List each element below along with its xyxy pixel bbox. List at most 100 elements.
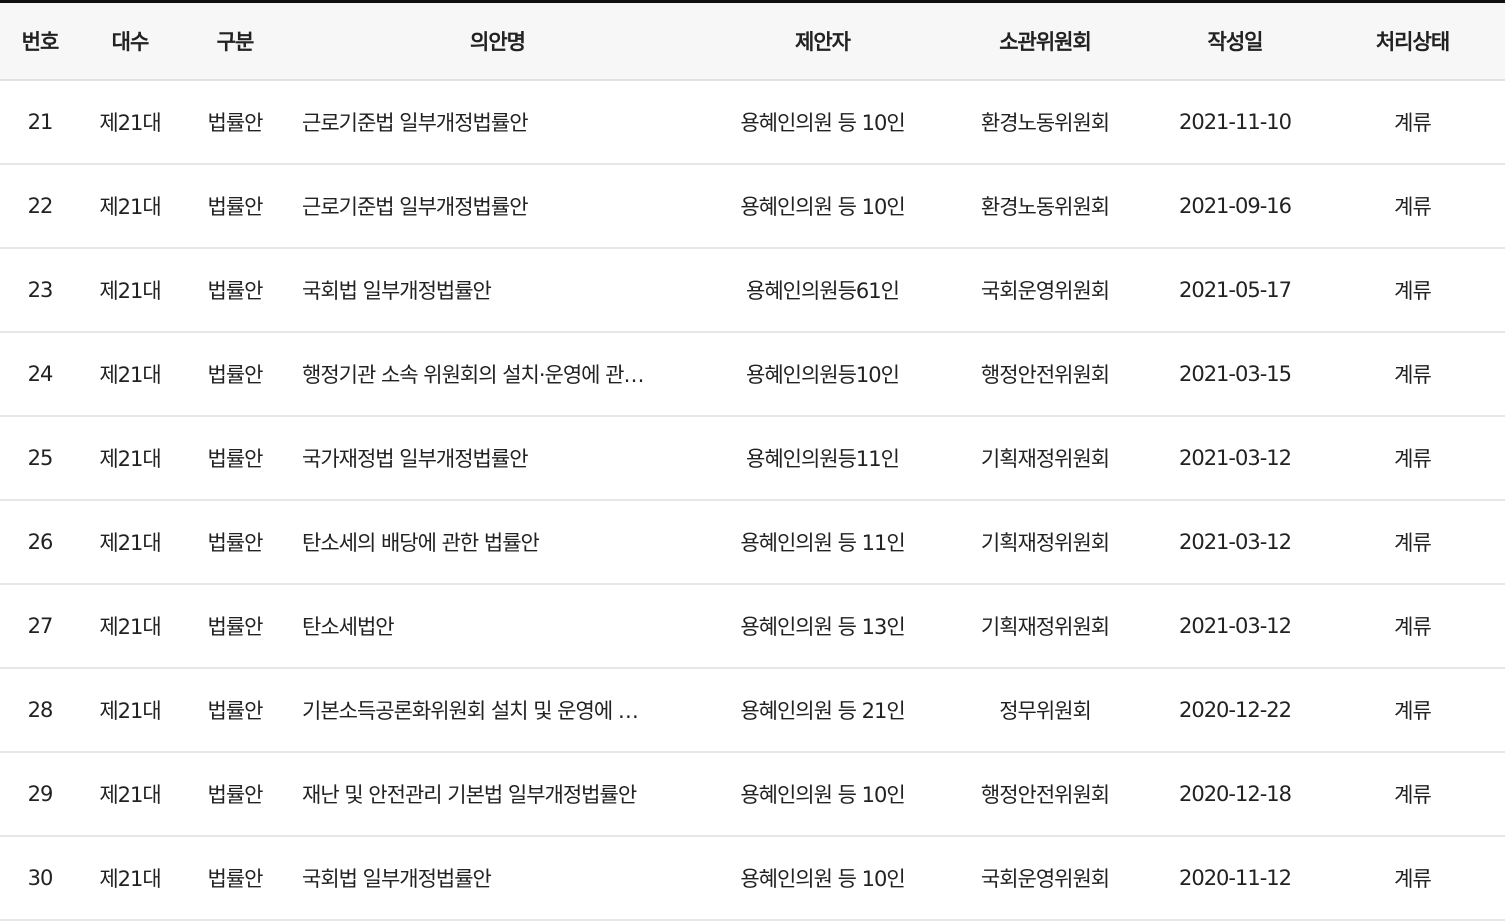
cell-number: 24 (0, 332, 80, 417)
cell-proposer: 용혜인의원등10인 (705, 332, 940, 417)
table-row[interactable]: 28 제21대 법률안 기본소득공론화위원회 설치 및 운영에 … 용혜인의원 등 21… (0, 668, 1505, 753)
cell-title[interactable]: 국회법 일부개정법률안 (290, 248, 705, 333)
cell-proposer: 용혜인의원 등 10인 (705, 164, 940, 249)
cell-status: 계류 (1320, 836, 1505, 921)
table-row[interactable]: 22 제21대 법률안 근로기준법 일부개정법률안 용혜인의원 등 10인 환경노동위원회… (0, 164, 1505, 249)
cell-status: 계류 (1320, 248, 1505, 333)
cell-date: 2020-12-18 (1150, 752, 1320, 837)
cell-proposer: 용혜인의원 등 10인 (705, 752, 940, 837)
header-col-type: 구분 (180, 1, 290, 81)
cell-title[interactable]: 국가재정법 일부개정법률안 (290, 416, 705, 501)
cell-status: 계류 (1320, 332, 1505, 417)
cell-status: 계류 (1320, 80, 1505, 165)
cell-title[interactable]: 기본소득공론화위원회 설치 및 운영에 … (290, 668, 705, 753)
cell-committee: 환경노동위원회 (940, 80, 1150, 165)
cell-committee: 기획재정위원회 (940, 416, 1150, 501)
cell-committee: 환경노동위원회 (940, 164, 1150, 249)
cell-title[interactable]: 근로기준법 일부개정법률안 (290, 80, 705, 165)
cell-committee: 행정안전위원회 (940, 332, 1150, 417)
header-col-session: 대수 (80, 1, 180, 81)
cell-date: 2021-03-12 (1150, 416, 1320, 501)
table-row[interactable]: 26 제21대 법률안 탄소세의 배당에 관한 법률안 용혜인의원 등 11인 기획재정위… (0, 500, 1505, 585)
header-col-committee: 소관위원회 (940, 1, 1150, 81)
cell-date: 2020-12-22 (1150, 668, 1320, 753)
cell-committee: 기획재정위원회 (940, 584, 1150, 669)
cell-date: 2021-09-16 (1150, 164, 1320, 249)
table-row[interactable]: 23 제21대 법률안 국회법 일부개정법률안 용혜인의원등61인 국회운영위원회 2021… (0, 248, 1505, 333)
cell-type: 법률안 (180, 248, 290, 333)
cell-proposer: 용혜인의원 등 10인 (705, 836, 940, 921)
cell-status: 계류 (1320, 164, 1505, 249)
cell-number: 29 (0, 752, 80, 837)
cell-title[interactable]: 행정기관 소속 위원회의 설치·운영에 관… (290, 332, 705, 417)
cell-number: 30 (0, 836, 80, 921)
cell-session: 제21대 (80, 248, 180, 333)
cell-number: 25 (0, 416, 80, 501)
cell-date: 2021-03-12 (1150, 500, 1320, 585)
cell-status: 계류 (1320, 416, 1505, 501)
cell-committee: 정무위원회 (940, 668, 1150, 753)
cell-proposer: 용혜인의원 등 13인 (705, 584, 940, 669)
cell-number: 27 (0, 584, 80, 669)
cell-status: 계류 (1320, 668, 1505, 753)
cell-number: 26 (0, 500, 80, 585)
cell-title[interactable]: 탄소세법안 (290, 584, 705, 669)
cell-proposer: 용혜인의원 등 21인 (705, 668, 940, 753)
cell-proposer: 용혜인의원등61인 (705, 248, 940, 333)
table-row[interactable]: 21 제21대 법률안 근로기준법 일부개정법률안 용혜인의원 등 10인 환경노동위원회… (0, 80, 1505, 165)
table-row[interactable]: 29 제21대 법률안 재난 및 안전관리 기본법 일부개정법률안 용혜인의원 등 10… (0, 752, 1505, 837)
cell-number: 22 (0, 164, 80, 249)
table-row[interactable]: 27 제21대 법률안 탄소세법안 용혜인의원 등 13인 기획재정위원회 2021-03-… (0, 584, 1505, 669)
cell-committee: 행정안전위원회 (940, 752, 1150, 837)
cell-type: 법률안 (180, 164, 290, 249)
cell-title[interactable]: 근로기준법 일부개정법률안 (290, 164, 705, 249)
header-col-number: 번호 (0, 1, 80, 81)
cell-title[interactable]: 국회법 일부개정법률안 (290, 836, 705, 921)
cell-type: 법률안 (180, 584, 290, 669)
cell-date: 2021-03-15 (1150, 332, 1320, 417)
cell-status: 계류 (1320, 752, 1505, 837)
cell-session: 제21대 (80, 668, 180, 753)
cell-session: 제21대 (80, 836, 180, 921)
header-col-proposer: 제안자 (705, 1, 940, 81)
table-row[interactable]: 30 제21대 법률안 국회법 일부개정법률안 용혜인의원 등 10인 국회운영위원회 20… (0, 836, 1505, 921)
cell-proposer: 용혜인의원등11인 (705, 416, 940, 501)
table-header: 번호 대수 구분 의안명 제안자 소관위원회 작성일 처리상태 (0, 1, 1505, 81)
cell-session: 제21대 (80, 416, 180, 501)
cell-type: 법률안 (180, 80, 290, 165)
cell-type: 법률안 (180, 836, 290, 921)
cell-session: 제21대 (80, 164, 180, 249)
cell-number: 21 (0, 80, 80, 165)
cell-type: 법률안 (180, 500, 290, 585)
header-col-title: 의안명 (290, 1, 705, 81)
table-row[interactable]: 25 제21대 법률안 국가재정법 일부개정법률안 용혜인의원등11인 기획재정위원회 20… (0, 416, 1505, 501)
cell-session: 제21대 (80, 752, 180, 837)
cell-date: 2021-05-17 (1150, 248, 1320, 333)
cell-type: 법률안 (180, 668, 290, 753)
table-row[interactable]: 24 제21대 법률안 행정기관 소속 위원회의 설치·운영에 관… 용혜인의원등10인… (0, 332, 1505, 417)
header-col-date: 작성일 (1150, 1, 1320, 81)
cell-date: 2020-11-12 (1150, 836, 1320, 921)
cell-session: 제21대 (80, 332, 180, 417)
cell-type: 법률안 (180, 416, 290, 501)
cell-number: 23 (0, 248, 80, 333)
cell-proposer: 용혜인의원 등 10인 (705, 80, 940, 165)
cell-session: 제21대 (80, 80, 180, 165)
cell-type: 법률안 (180, 752, 290, 837)
cell-proposer: 용혜인의원 등 11인 (705, 500, 940, 585)
cell-date: 2021-11-10 (1150, 80, 1320, 165)
cell-number: 28 (0, 668, 80, 753)
cell-title[interactable]: 재난 및 안전관리 기본법 일부개정법률안 (290, 752, 705, 837)
cell-committee: 기획재정위원회 (940, 500, 1150, 585)
cell-title[interactable]: 탄소세의 배당에 관한 법률안 (290, 500, 705, 585)
cell-type: 법률안 (180, 332, 290, 417)
cell-status: 계류 (1320, 500, 1505, 585)
cell-status: 계류 (1320, 584, 1505, 669)
cell-session: 제21대 (80, 584, 180, 669)
header-col-status: 처리상태 (1320, 1, 1505, 81)
cell-date: 2021-03-12 (1150, 584, 1320, 669)
cell-committee: 국회운영위원회 (940, 836, 1150, 921)
cell-session: 제21대 (80, 500, 180, 585)
cell-committee: 국회운영위원회 (940, 248, 1150, 333)
